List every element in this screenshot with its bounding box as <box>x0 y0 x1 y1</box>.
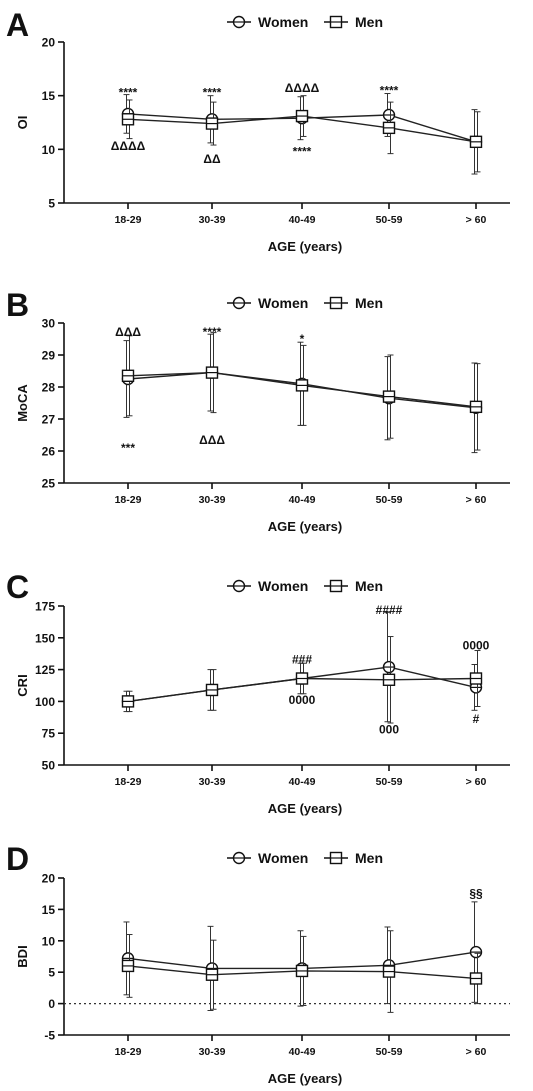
x-tick-label: 40-49 <box>289 494 316 506</box>
panel-letter: C <box>6 569 29 605</box>
significance-annotation: ### <box>292 652 312 666</box>
x-tick-label: 18-29 <box>115 776 142 788</box>
legend-men-label: Men <box>355 295 383 311</box>
significance-annotation: 0000 <box>289 693 316 707</box>
y-axis-title: CRI <box>15 674 30 696</box>
significance-annotation: 0000 <box>463 638 490 652</box>
y-tick-label: 100 <box>35 695 55 709</box>
significance-annotation: §§ <box>469 887 483 901</box>
x-axis-title: AGE (years) <box>268 239 342 254</box>
significance-annotation: ΔΔΔΔ <box>111 139 146 153</box>
x-tick-label: 18-29 <box>115 1046 142 1058</box>
legend-women-label: Women <box>258 850 308 866</box>
y-axis-title: OI <box>15 116 30 130</box>
y-tick-label: 15 <box>42 903 56 917</box>
significance-annotation: **** <box>380 83 399 97</box>
panel-letter: B <box>6 287 29 323</box>
x-tick-label: 30-39 <box>199 214 226 226</box>
x-tick-label: 30-39 <box>199 494 226 506</box>
y-tick-label: -5 <box>44 1029 55 1043</box>
legend: Women Men <box>227 850 383 866</box>
significance-annotation: *** <box>121 441 135 455</box>
y-tick-label: 15 <box>42 89 56 103</box>
x-axis-title: AGE (years) <box>268 1071 342 1086</box>
y-tick-label: 175 <box>35 600 55 614</box>
x-tick-label: 40-49 <box>289 776 316 788</box>
legend: Women Men <box>227 578 383 594</box>
x-tick-label: 40-49 <box>289 1046 316 1058</box>
y-tick-label: 5 <box>48 966 55 980</box>
legend-women-label: Women <box>258 295 308 311</box>
x-axis-title: AGE (years) <box>268 519 342 534</box>
y-tick-label: 125 <box>35 663 55 677</box>
y-tick-label: 10 <box>42 143 56 157</box>
y-tick-label: 5 <box>48 197 55 211</box>
significance-annotation: 000 <box>379 722 399 736</box>
y-tick-label: 0 <box>48 997 55 1011</box>
series-men <box>121 332 483 451</box>
panel-d: D Women Men -5 0 5 10 15 20 18-29 30-39 40-49 50-59 >… <box>6 841 510 1086</box>
significance-annotation: # <box>473 712 480 726</box>
series-men <box>121 636 483 724</box>
x-tick-label: 50-59 <box>376 776 403 788</box>
y-tick-label: 27 <box>42 413 56 427</box>
x-axis-title: AGE (years) <box>268 801 342 816</box>
y-tick-label: 20 <box>42 36 56 50</box>
legend-women-label: Women <box>258 578 308 594</box>
y-tick-label: 10 <box>42 934 56 948</box>
significance-annotation: **** <box>293 144 312 158</box>
legend: Women Men <box>227 295 383 311</box>
legend: Women Men <box>227 14 383 30</box>
significance-annotation: ΔΔΔ <box>199 433 225 447</box>
panel-letter: D <box>6 841 29 877</box>
panel-c: C Women Men 50 75 100 125 150 175 18-29 30-39 40-49… <box>6 569 510 816</box>
y-tick-label: 30 <box>42 317 56 331</box>
significance-annotation: ΔΔ <box>203 152 221 166</box>
x-tick-label: 50-59 <box>376 1046 403 1058</box>
x-tick-label: 18-29 <box>115 214 142 226</box>
y-tick-label: 29 <box>42 349 56 363</box>
series-women <box>121 333 483 454</box>
y-tick-label: 50 <box>42 759 56 773</box>
significance-annotation: #### <box>376 603 403 617</box>
series-women <box>121 901 483 1012</box>
x-tick-label: 50-59 <box>376 494 403 506</box>
y-tick-label: 150 <box>35 631 55 645</box>
significance-annotation: **** <box>203 325 222 339</box>
y-tick-label: 28 <box>42 381 56 395</box>
series-men <box>121 930 483 1013</box>
y-tick-label: 26 <box>42 445 56 459</box>
significance-annotation: * <box>300 332 305 346</box>
x-tick-label: 30-39 <box>199 776 226 788</box>
panel-b: B Women Men 25 26 27 28 29 30 18-29 30-39 40-49 50-5… <box>6 287 510 534</box>
legend-women-label: Women <box>258 14 308 30</box>
legend-men-label: Men <box>355 850 383 866</box>
panel-letter: A <box>6 7 29 43</box>
legend-men-label: Men <box>355 14 383 30</box>
x-tick-label: > 60 <box>466 776 487 788</box>
y-tick-label: 25 <box>42 477 56 491</box>
significance-annotation: **** <box>203 85 222 99</box>
y-tick-label: 75 <box>42 727 56 741</box>
series-men <box>121 95 483 173</box>
y-tick-label: 20 <box>42 872 56 886</box>
x-tick-label: 30-39 <box>199 1046 226 1058</box>
x-tick-label: 40-49 <box>289 214 316 226</box>
x-tick-label: > 60 <box>466 1046 487 1058</box>
significance-annotation: **** <box>119 85 138 99</box>
panel-a: A Women Men 5 10 15 20 18-29 30-39 40-49 50-59 > 60… <box>6 7 510 254</box>
x-tick-label: > 60 <box>466 214 487 226</box>
significance-annotation: ΔΔΔΔ <box>285 81 320 95</box>
legend-men-label: Men <box>355 578 383 594</box>
x-tick-label: 50-59 <box>376 214 403 226</box>
y-axis-title: BDI <box>15 945 30 967</box>
y-axis-title: MoCA <box>15 384 30 422</box>
significance-annotation: ΔΔΔ <box>115 325 141 339</box>
x-tick-label: 18-29 <box>115 494 142 506</box>
x-tick-label: > 60 <box>466 494 487 506</box>
